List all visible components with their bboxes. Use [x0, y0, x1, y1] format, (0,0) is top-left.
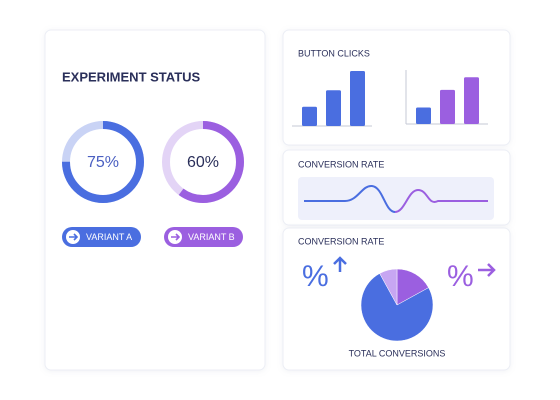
trend-line-b [394, 188, 488, 213]
percent-icon: % [447, 260, 474, 293]
pie-slice [360, 273, 434, 342]
percent-icon: % [302, 260, 329, 293]
trend-title: CONVERSION RATE [298, 159, 384, 169]
status-title: EXPERIMENT STATUS [62, 69, 201, 84]
clicks-title: BUTTON CLICKS [298, 48, 370, 58]
bar [464, 77, 479, 124]
pie-title: CONVERSION RATE [298, 236, 384, 246]
bar [326, 90, 341, 126]
pie-caption: TOTAL CONVERSIONS [349, 348, 446, 358]
button-label: VARIANT B [188, 232, 235, 242]
donut-arc [62, 121, 144, 203]
button-arrow [171, 233, 181, 241]
up-arrow [333, 256, 347, 272]
button-arrow [69, 233, 79, 241]
status-card [44, 29, 266, 371]
button-label: VARIANT A [86, 232, 132, 242]
variant-button[interactable] [164, 227, 243, 247]
donut-label: 60% [187, 154, 219, 171]
trend-line-a [304, 185, 396, 213]
trend-box [298, 177, 494, 220]
bar [302, 106, 317, 126]
right-arrow [478, 263, 496, 277]
donut-arc [162, 121, 244, 203]
donut-label: 75% [87, 154, 119, 171]
variant-button[interactable] [62, 227, 141, 247]
pie-slice [379, 268, 398, 306]
bar [440, 89, 455, 124]
bar [350, 71, 365, 126]
bar [416, 107, 431, 124]
